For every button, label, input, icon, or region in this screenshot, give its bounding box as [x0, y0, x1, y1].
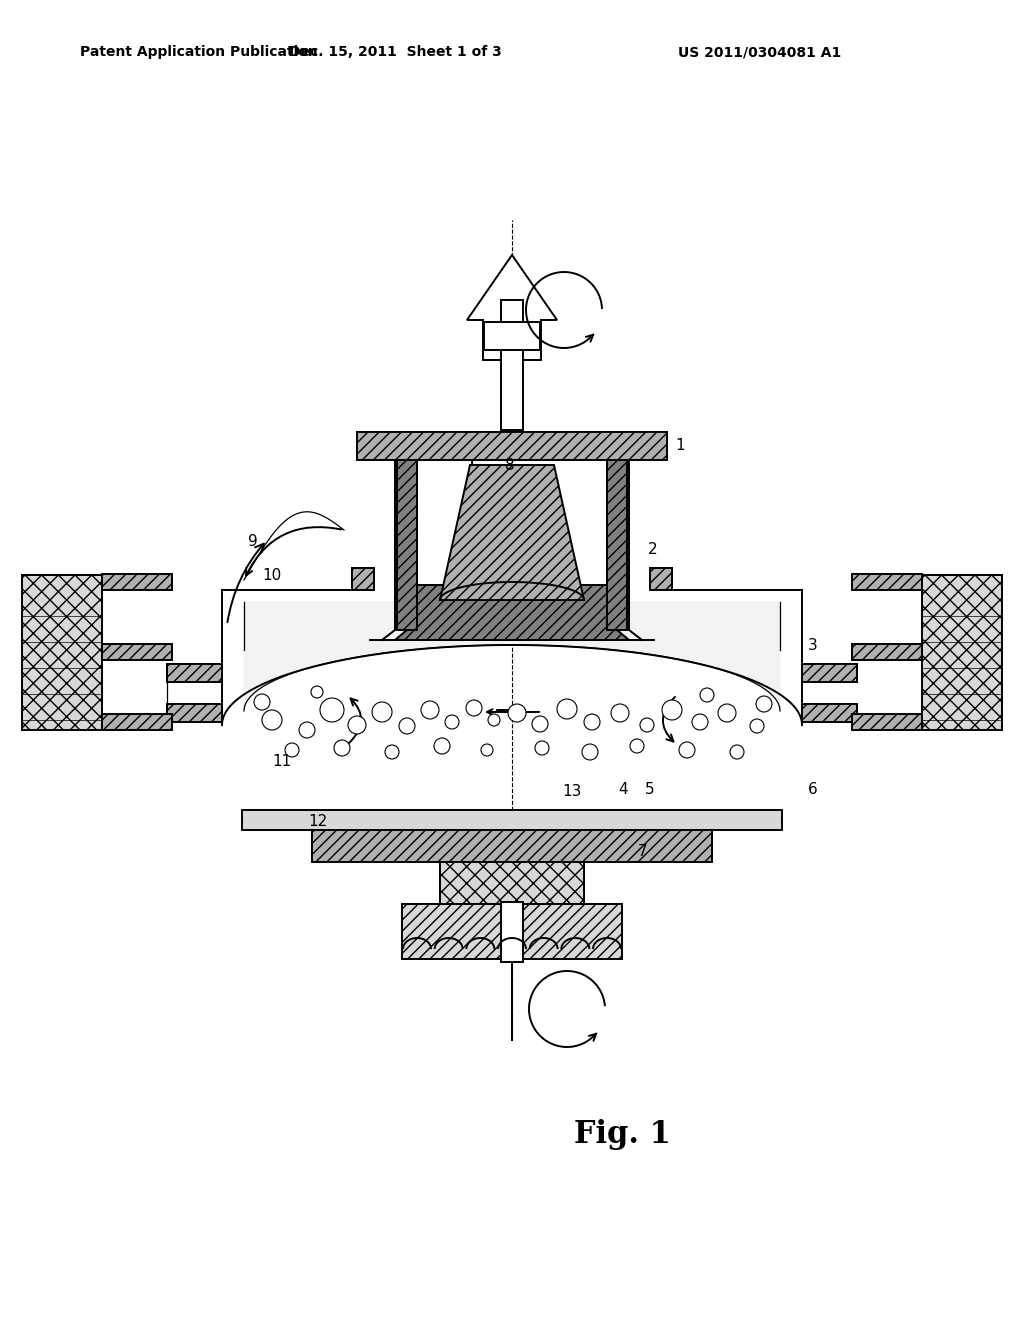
Circle shape: [557, 700, 577, 719]
Circle shape: [399, 718, 415, 734]
Circle shape: [311, 686, 323, 698]
Circle shape: [348, 715, 366, 734]
Text: 3: 3: [808, 638, 818, 652]
Text: US 2011/0304081 A1: US 2011/0304081 A1: [678, 45, 842, 59]
Text: Dec. 15, 2011  Sheet 1 of 3: Dec. 15, 2011 Sheet 1 of 3: [289, 45, 502, 59]
Bar: [484, 322, 540, 350]
Polygon shape: [395, 585, 629, 640]
Circle shape: [730, 744, 744, 759]
Circle shape: [535, 741, 549, 755]
Circle shape: [445, 715, 459, 729]
Bar: [102, 644, 172, 660]
FancyArrow shape: [467, 255, 557, 360]
Bar: [397, 459, 417, 630]
Circle shape: [466, 700, 482, 715]
Text: 8: 8: [505, 458, 515, 473]
Circle shape: [662, 700, 682, 719]
Circle shape: [372, 702, 392, 722]
Bar: [312, 830, 712, 862]
Circle shape: [700, 688, 714, 702]
Bar: [802, 704, 857, 722]
Circle shape: [262, 710, 282, 730]
Circle shape: [254, 694, 270, 710]
Circle shape: [532, 715, 548, 733]
Circle shape: [434, 738, 450, 754]
Bar: [922, 576, 1002, 730]
Circle shape: [481, 744, 493, 756]
Circle shape: [582, 744, 598, 760]
Text: 5: 5: [645, 783, 654, 797]
Circle shape: [421, 701, 439, 719]
Text: 9: 9: [248, 535, 258, 549]
Bar: [352, 568, 374, 590]
Circle shape: [756, 696, 772, 711]
Bar: [852, 714, 922, 730]
Circle shape: [299, 722, 315, 738]
Bar: [402, 904, 622, 960]
Bar: [650, 568, 672, 590]
Bar: [167, 664, 222, 682]
Text: 13: 13: [562, 784, 582, 800]
Circle shape: [718, 704, 736, 722]
Bar: [852, 574, 922, 590]
Bar: [501, 902, 523, 962]
Text: 10: 10: [262, 568, 282, 582]
Text: 6: 6: [808, 783, 818, 797]
Bar: [22, 576, 102, 730]
Circle shape: [630, 739, 644, 752]
Bar: [357, 432, 667, 459]
Polygon shape: [244, 602, 780, 711]
Circle shape: [679, 742, 695, 758]
Circle shape: [750, 719, 764, 733]
Circle shape: [640, 718, 654, 733]
Circle shape: [385, 744, 399, 759]
Circle shape: [508, 704, 526, 722]
Text: Patent Application Publication: Patent Application Publication: [80, 45, 317, 59]
Bar: [440, 862, 584, 904]
Circle shape: [488, 714, 500, 726]
Text: 12: 12: [308, 814, 328, 829]
Bar: [242, 810, 782, 830]
Bar: [102, 714, 172, 730]
Circle shape: [584, 714, 600, 730]
Circle shape: [319, 698, 344, 722]
Bar: [102, 574, 172, 590]
Bar: [802, 664, 857, 682]
Text: 1: 1: [675, 437, 685, 453]
Text: 2: 2: [648, 543, 657, 557]
Text: 4: 4: [618, 783, 628, 797]
Bar: [852, 644, 922, 660]
Text: 7: 7: [638, 845, 647, 859]
Text: 11: 11: [272, 755, 291, 770]
Circle shape: [334, 741, 350, 756]
Circle shape: [611, 704, 629, 722]
Text: Fig. 1: Fig. 1: [573, 1119, 671, 1151]
Circle shape: [285, 743, 299, 756]
Bar: [607, 459, 627, 630]
Bar: [167, 704, 222, 722]
Bar: [501, 300, 523, 430]
Polygon shape: [440, 465, 584, 601]
Circle shape: [692, 714, 708, 730]
